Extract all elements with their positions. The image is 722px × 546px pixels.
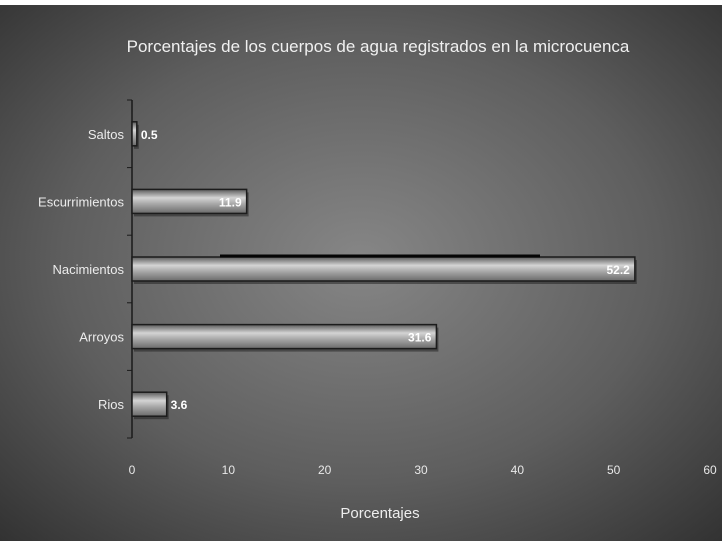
category-label-escurrimientos: Escurrimientos [38, 194, 124, 209]
x-tick-label-10: 10 [222, 463, 236, 477]
value-label-rios: 3.6 [171, 398, 188, 412]
chart-title: Porcentajes de los cuerpos de agua regis… [127, 37, 630, 56]
category-label-arroyos: Arroyos [79, 330, 124, 345]
page-edge [0, 0, 722, 5]
bar-nacimientos [131, 256, 636, 282]
value-label-escurrimientos: 11.9 [219, 195, 242, 209]
category-label-saltos: Saltos [88, 127, 125, 142]
x-tick-label-30: 30 [414, 463, 428, 477]
x-tick-labels: 0 10 20 30 40 50 60 [129, 463, 717, 477]
bar-arroyos [131, 323, 438, 350]
x-tick-label-60: 60 [703, 463, 717, 477]
value-label-arroyos: 31.6 [408, 331, 432, 345]
category-label-rios: Rios [98, 397, 125, 412]
x-tick-label-50: 50 [607, 463, 621, 477]
category-labels: Saltos Escurrimientos Nacimientos Arroyos Ri… [38, 127, 124, 412]
bar-saltos [131, 121, 138, 147]
bars-group: 0.5 11.9 52.2 31.6 3.6 [131, 121, 637, 420]
x-tick-label-0: 0 [129, 463, 136, 477]
bar-rios [131, 391, 168, 417]
category-label-nacimientos: Nacimientos [52, 262, 124, 277]
value-label-nacimientos: 52.2 [607, 263, 631, 277]
bar-escurrimientos [131, 188, 248, 215]
x-tick-label-20: 20 [318, 463, 332, 477]
x-tick-label-40: 40 [511, 463, 525, 477]
x-axis-title: Porcentajes [340, 505, 419, 522]
value-label-saltos: 0.5 [141, 128, 158, 142]
